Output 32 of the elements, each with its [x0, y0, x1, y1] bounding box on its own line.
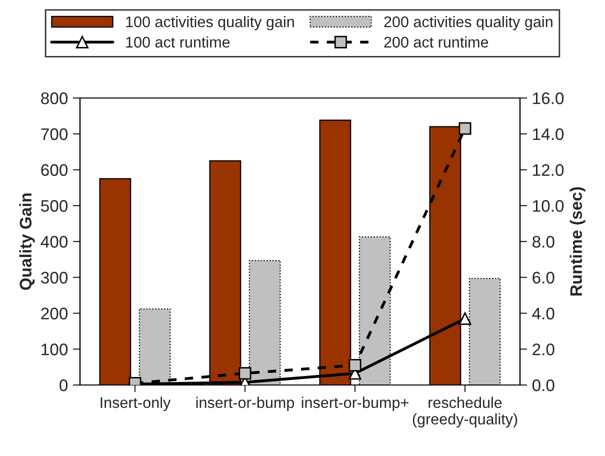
y-tick-label: 300	[41, 272, 68, 284]
y-tick-label: 200	[41, 308, 68, 320]
point	[458, 312, 472, 325]
y2-tick-label: 14.0	[533, 128, 564, 140]
y2-tick-label: 12.0	[533, 164, 564, 176]
legend-label: 200 activities quality gain	[384, 16, 552, 30]
y2-tick-label: 0.0	[532, 379, 554, 392]
y2-tick-label: 6.0	[532, 272, 554, 284]
x-tick-label: reschedule (greedy-quality)	[412, 396, 518, 428]
y2-tick-label: 2.0	[532, 344, 554, 356]
legend-label: 100 activities quality gain	[126, 16, 294, 30]
point	[348, 359, 362, 372]
y-tick-label: 500	[41, 200, 68, 212]
y-tick-label: 400	[40, 236, 68, 248]
legend-label: 200 act runtime	[384, 36, 488, 48]
x-tick-label: Insert-only	[100, 396, 171, 412]
y-tick-label: 700	[41, 128, 68, 140]
y-tick-label: 0	[60, 379, 68, 392]
y-tick-label: 600	[41, 164, 68, 176]
point	[458, 122, 472, 135]
x-tick-label: insert-or-bump	[196, 396, 294, 412]
point	[238, 367, 252, 380]
x-tick-label: insert-or-bump+	[302, 396, 408, 412]
y-tick-label: 800	[41, 92, 68, 104]
y-axis-title: Quality Gain	[19, 193, 35, 290]
y2-axis-title: Runtime (sec)	[570, 187, 586, 296]
y-tick-label: 100	[42, 344, 68, 356]
y2-tick-label: 8.0	[532, 236, 554, 248]
legend-label: 100 act runtime	[126, 36, 230, 48]
y2-tick-label: 10.0	[533, 200, 564, 212]
y2-tick-label: 4.0	[532, 308, 554, 320]
y2-tick-label: 16.0	[533, 92, 564, 104]
